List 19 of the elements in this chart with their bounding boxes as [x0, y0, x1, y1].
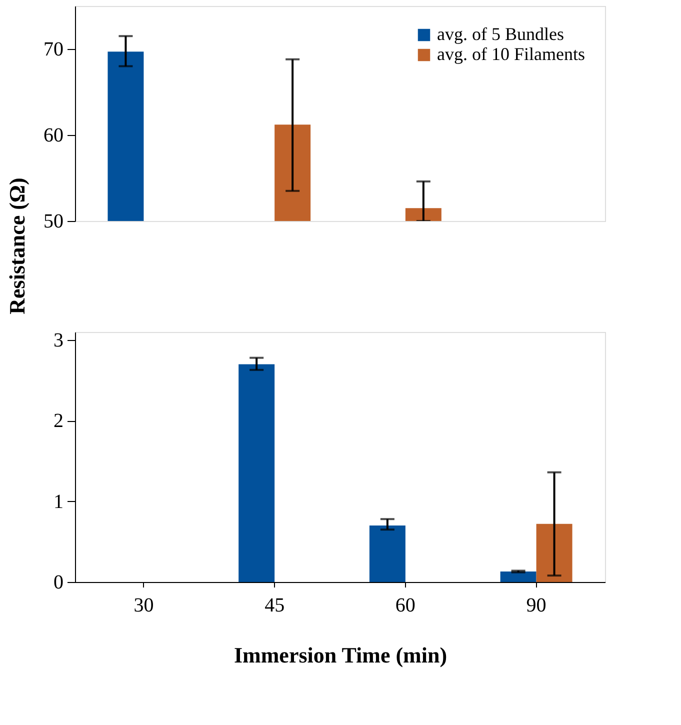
legend-label: avg. of 10 Filaments [437, 44, 585, 64]
y-axis-title: Resistance (Ω) [4, 178, 30, 314]
y-tick-label: 50 [44, 210, 64, 232]
bar [369, 526, 406, 582]
y-tick-label: 60 [44, 124, 64, 146]
legend-label: avg. of 5 Bundles [437, 24, 564, 44]
y-tick-label: 3 [54, 330, 64, 352]
y-tick-label: 2 [54, 410, 64, 432]
x-tick-label: 45 [264, 594, 285, 616]
bar [536, 524, 572, 582]
x-tick-label: 30 [134, 594, 154, 616]
bar [500, 572, 536, 582]
bar [238, 364, 275, 582]
x-axis-title: Immersion Time (min) [234, 642, 448, 668]
y-tick-label: 70 [44, 38, 64, 60]
y-tick-label: 0 [54, 572, 64, 594]
x-tick-label: 90 [526, 594, 546, 616]
x-tick-label: 60 [395, 594, 416, 616]
y-tick-label: 1 [54, 490, 64, 513]
